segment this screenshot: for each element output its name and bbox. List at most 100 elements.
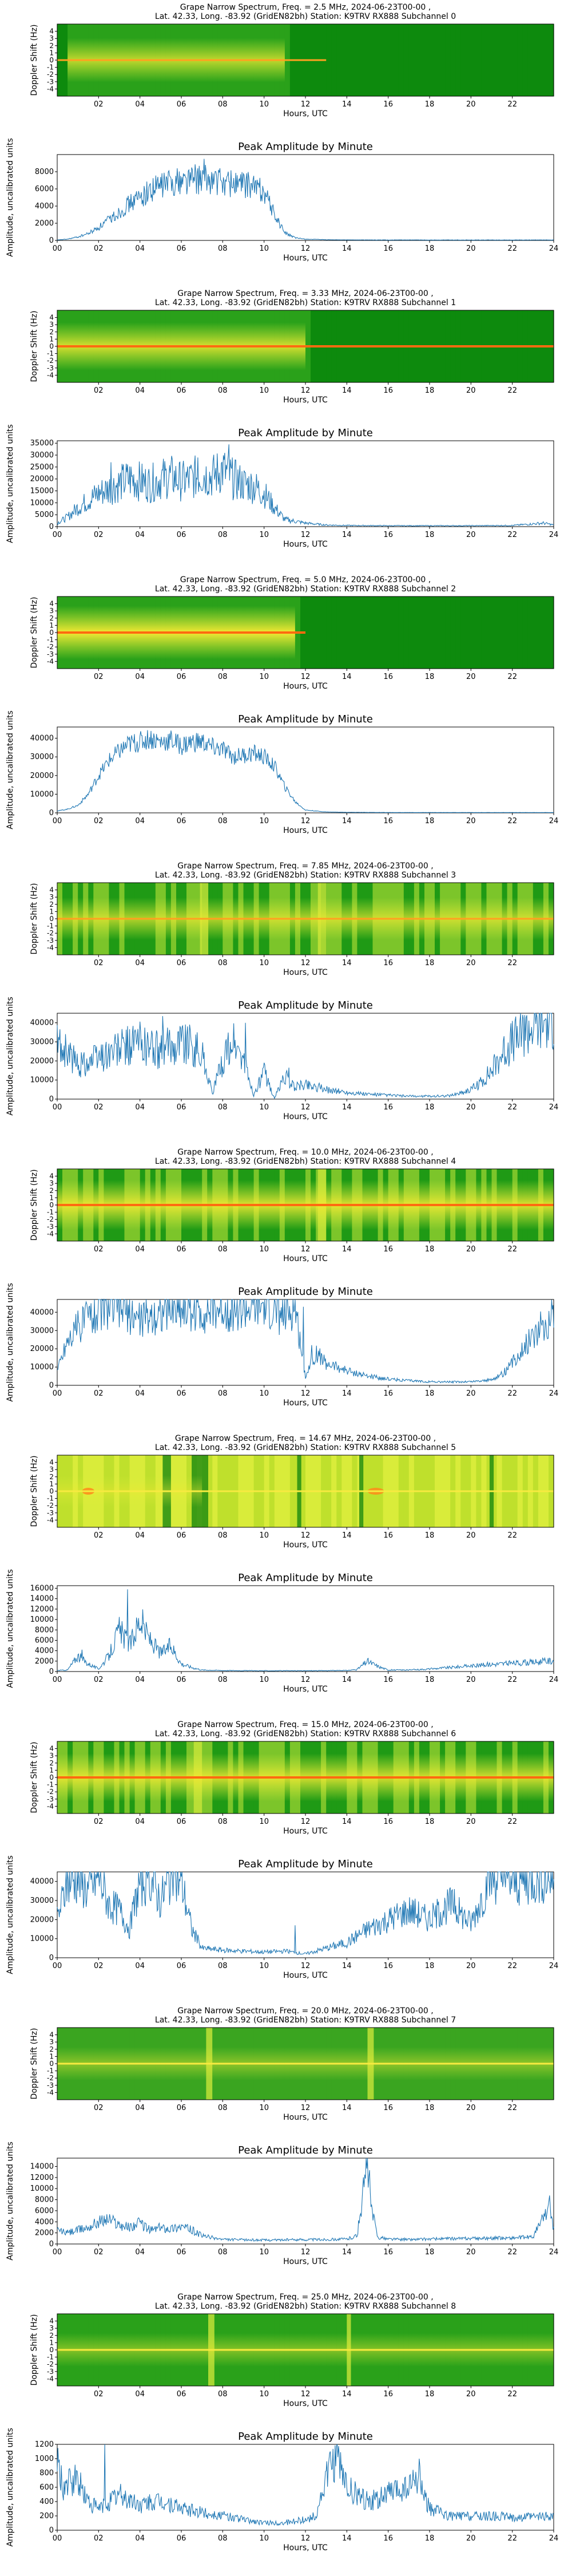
spectrogram-column bbox=[372, 24, 379, 96]
spectrogram-column bbox=[527, 24, 534, 96]
spectrogram-title: Grape Narrow Spectrum, Freq. = 2.5 MHz, … bbox=[180, 3, 431, 12]
y-tick-label: -2 bbox=[47, 1788, 54, 1796]
x-tick-label: 24 bbox=[549, 1962, 559, 1970]
spectrogram-column bbox=[388, 596, 394, 669]
x-tick-label: 10 bbox=[259, 1962, 269, 1970]
x-tick-label: 08 bbox=[218, 244, 228, 253]
y-tick-label: 1 bbox=[49, 2052, 54, 2060]
x-tick-label: 20 bbox=[466, 673, 476, 681]
spectrogram-title: Grape Narrow Spectrum, Freq. = 3.33 MHz,… bbox=[177, 289, 433, 298]
y-tick-label: 2 bbox=[49, 900, 54, 908]
y-tick-label: 4000 bbox=[35, 2218, 54, 2226]
x-tick-label: 14 bbox=[342, 244, 352, 253]
x-tick-label: 16 bbox=[383, 2534, 393, 2543]
y-tick-label: 35000 bbox=[30, 439, 54, 448]
x-tick-label: 16 bbox=[383, 1531, 393, 1540]
x-tick-label: 06 bbox=[177, 244, 186, 253]
y-axis-label: Amplitude, uncalibrated units bbox=[6, 424, 15, 543]
x-tick-label: 06 bbox=[177, 1962, 186, 1970]
spectrogram-column bbox=[378, 596, 384, 669]
x-tick-label: 12 bbox=[301, 1818, 311, 1826]
spectrogram-5: Grape Narrow Spectrum, Freq. = 14.67 MHz… bbox=[30, 1434, 554, 1550]
spectrogram-column bbox=[512, 596, 518, 669]
x-tick-label: 06 bbox=[177, 2390, 186, 2399]
y-tick-label: 14000 bbox=[30, 2163, 54, 2171]
x-axis-label: Hours, UTC bbox=[283, 540, 328, 549]
x-tick-label: 00 bbox=[53, 531, 62, 539]
x-tick-label: 08 bbox=[218, 1103, 228, 1112]
x-tick-label: 20 bbox=[466, 2248, 476, 2257]
x-tick-label: 08 bbox=[218, 386, 228, 395]
spectrogram-4: Grape Narrow Spectrum, Freq. = 10.0 MHz,… bbox=[30, 1148, 554, 1263]
amplitude-series-line bbox=[57, 730, 554, 813]
x-tick-label: 22 bbox=[507, 2390, 517, 2399]
y-tick-label: 20000 bbox=[30, 1057, 54, 1065]
amplitude-frame bbox=[57, 1585, 554, 1672]
x-tick-label: 16 bbox=[383, 1389, 393, 1398]
x-tick-label: 14 bbox=[342, 2390, 352, 2399]
spectrogram-column bbox=[331, 24, 337, 96]
spectrogram-title: Grape Narrow Spectrum, Freq. = 15.0 MHz,… bbox=[177, 1720, 433, 1729]
y-axis-label: Doppler Shift (Hz) bbox=[30, 1742, 39, 1814]
x-tick-label: 22 bbox=[507, 386, 517, 395]
spectrogram-column bbox=[398, 596, 404, 669]
x-tick-label: 02 bbox=[94, 244, 104, 253]
x-tick-label: 12 bbox=[301, 1962, 311, 1970]
x-tick-label: 20 bbox=[466, 1389, 476, 1398]
x-tick-label: 22 bbox=[507, 1676, 517, 1684]
y-tick-label: -3 bbox=[47, 650, 54, 658]
x-tick-label: 10 bbox=[259, 1103, 269, 1112]
y-tick-label: -1 bbox=[47, 350, 54, 358]
y-tick-label: 40000 bbox=[30, 1019, 54, 1028]
y-tick-label: 5000 bbox=[35, 511, 54, 519]
x-tick-label: 10 bbox=[259, 100, 269, 109]
x-tick-label: 08 bbox=[218, 2248, 228, 2257]
x-tick-label: 16 bbox=[383, 1103, 393, 1112]
spectrogram-column bbox=[341, 24, 347, 96]
spectrogram-0: Grape Narrow Spectrum, Freq. = 2.5 MHz, … bbox=[30, 3, 554, 118]
x-tick-label: 12 bbox=[301, 2390, 311, 2399]
amplitude-plot-2: Peak Amplitude by Minute 0 10000 20000 30000… bbox=[6, 710, 558, 835]
amplitude-series-line bbox=[57, 1298, 554, 1384]
y-tick-label: -1 bbox=[47, 1495, 54, 1503]
y-axis-label: Amplitude, uncalibrated units bbox=[6, 1569, 15, 1688]
y-tick-label: -4 bbox=[47, 1516, 54, 1524]
spectrogram-column bbox=[393, 24, 399, 96]
y-tick-label: 4 bbox=[49, 886, 54, 894]
x-tick-label: 20 bbox=[466, 1818, 476, 1826]
y-tick-label: 25000 bbox=[30, 463, 54, 472]
x-tick-label: 06 bbox=[177, 673, 186, 681]
x-axis-label: Hours, UTC bbox=[283, 1827, 328, 1836]
x-tick-label: 14 bbox=[342, 1676, 352, 1684]
x-tick-label: 16 bbox=[383, 1962, 393, 1970]
x-tick-label: 14 bbox=[342, 1245, 352, 1254]
x-tick-label: 22 bbox=[507, 1245, 517, 1254]
spectrogram-subtitle: Lat. 42.33, Long. -83.92 (GridEN82bh) St… bbox=[155, 1157, 456, 1166]
x-tick-label: 00 bbox=[53, 244, 62, 253]
y-tick-label: 6000 bbox=[35, 1637, 54, 1645]
x-tick-label: 02 bbox=[94, 1818, 104, 1826]
spectrogram-subtitle: Lat. 42.33, Long. -83.92 (GridEN82bh) St… bbox=[155, 584, 456, 594]
x-tick-label: 22 bbox=[507, 959, 517, 967]
y-tick-label: 20000 bbox=[30, 1915, 54, 1924]
x-tick-label: 06 bbox=[177, 1818, 186, 1826]
y-tick-label: -3 bbox=[47, 2368, 54, 2376]
spectrogram-column bbox=[383, 24, 389, 96]
spectrogram-column bbox=[549, 24, 554, 96]
spectrogram-2: Grape Narrow Spectrum, Freq. = 5.0 MHz, … bbox=[30, 575, 554, 691]
x-tick-label: 02 bbox=[94, 2390, 104, 2399]
y-tick-label: 600 bbox=[39, 2483, 54, 2492]
x-axis-label: Hours, UTC bbox=[283, 109, 328, 118]
x-tick-label: 22 bbox=[507, 1389, 517, 1398]
x-tick-label: 06 bbox=[177, 1103, 186, 1112]
y-tick-label: 6000 bbox=[35, 2207, 54, 2215]
y-axis-label: Amplitude, uncalibrated units bbox=[6, 1283, 15, 1402]
y-tick-label: -3 bbox=[47, 1223, 54, 1231]
x-tick-label: 22 bbox=[507, 100, 517, 109]
x-tick-label: 06 bbox=[177, 1245, 186, 1254]
x-tick-label: 06 bbox=[177, 2534, 186, 2543]
y-axis-label: Doppler Shift (Hz) bbox=[30, 25, 39, 96]
spectrogram-column bbox=[533, 24, 539, 96]
y-tick-label: 0 bbox=[49, 629, 54, 637]
y-tick-label: -3 bbox=[47, 78, 54, 86]
